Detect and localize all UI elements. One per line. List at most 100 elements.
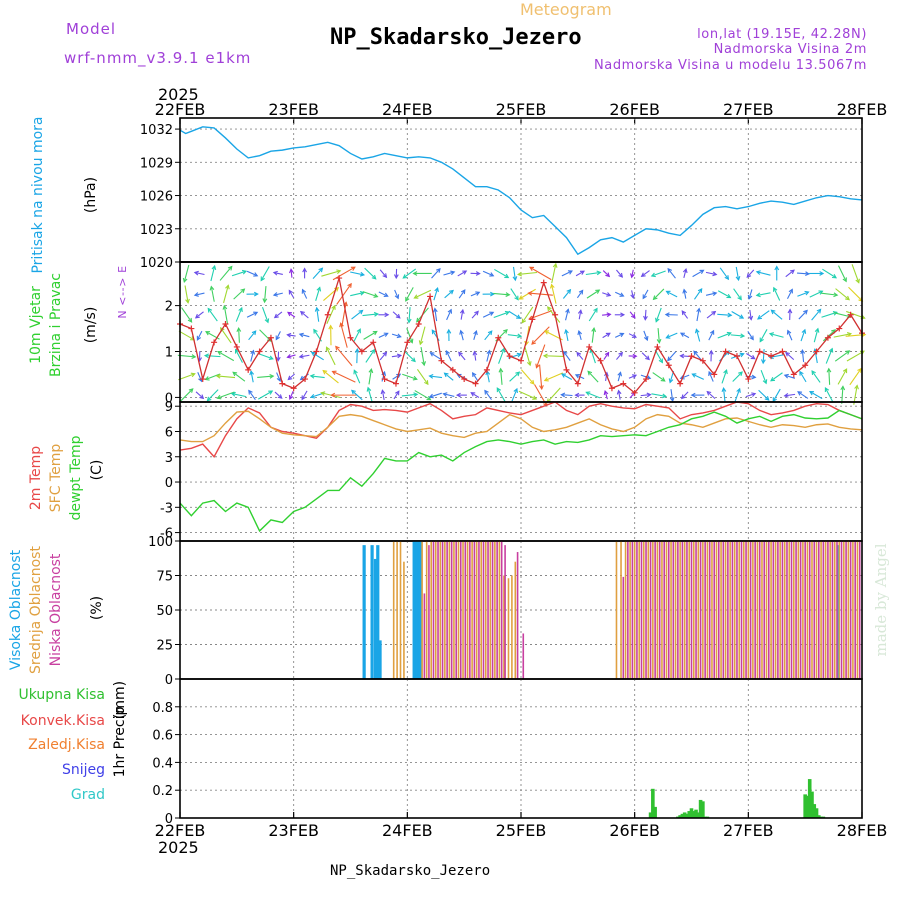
cloud-bar-2 xyxy=(444,541,446,679)
wind-arrow-head xyxy=(818,290,824,295)
wind-arrow-head xyxy=(336,269,342,274)
wind-arrow-head xyxy=(458,351,463,357)
wind-speed-point xyxy=(688,353,695,360)
wind-arrow-shaft xyxy=(747,331,754,340)
wind-arrow-head xyxy=(800,349,806,355)
wind-arrow-head xyxy=(450,270,456,276)
precip-bar xyxy=(685,813,689,818)
wind-arrow-shaft xyxy=(797,272,809,275)
cloud-bar-2 xyxy=(715,541,718,679)
wind-arrow-head xyxy=(383,292,389,298)
wind-arrow-head xyxy=(855,278,860,284)
cloud-bar-2 xyxy=(815,541,818,679)
cloud-bar-3 xyxy=(790,541,793,679)
wind-arrow xyxy=(401,392,419,398)
cloud-bar-2 xyxy=(629,541,631,679)
wind-speed-point xyxy=(574,380,581,387)
wind-arrow-head xyxy=(299,310,305,316)
model-elevation-label: Nadmorska Visina u modelu 13.5067m xyxy=(594,58,867,73)
wind-arrow-head xyxy=(455,392,461,398)
wind-arrow-head xyxy=(560,392,566,398)
cloud-bar-3 xyxy=(636,541,638,679)
wind-arrow-head xyxy=(199,394,205,400)
wind-arrow xyxy=(257,352,274,360)
wind-arrow-shaft xyxy=(666,332,678,339)
wind-arrow-shaft xyxy=(290,269,293,278)
wind-arrow-shaft xyxy=(287,354,296,358)
wind-arrow-head xyxy=(196,335,202,341)
wind-arrow xyxy=(498,367,504,385)
wind-arrow xyxy=(350,290,365,297)
wind-arrow-shaft xyxy=(273,292,283,296)
wind-arrow-shaft xyxy=(576,290,584,299)
y-tick-label: 100 xyxy=(148,535,173,550)
wind-arrow-shaft xyxy=(801,350,805,363)
cloud-bar-3 xyxy=(717,541,720,679)
cloud-high-label: Visoka Oblacnost xyxy=(8,549,24,670)
wind-arrow-head xyxy=(475,291,481,296)
wind-arrow-head xyxy=(750,354,756,360)
wind-arrow-shaft xyxy=(629,311,636,319)
wind-arrow xyxy=(746,353,756,360)
wind-arrow-head xyxy=(209,285,215,291)
wind-arrow xyxy=(785,351,795,361)
wind-arrow xyxy=(760,349,766,365)
wind-arrow-shaft xyxy=(207,308,218,322)
temp-series-line-3 xyxy=(179,409,863,533)
wind-arrow-head xyxy=(819,271,825,276)
cloud-bar-3 xyxy=(854,541,856,679)
wind-arrow-head xyxy=(383,332,389,337)
wind-arrow-shaft xyxy=(178,373,195,381)
cloud-bar-3 xyxy=(432,541,435,679)
wind-arrow-head xyxy=(828,347,834,353)
wind-arrow xyxy=(696,307,701,322)
wind-arrow-head xyxy=(679,332,685,337)
wind-arrow-head xyxy=(253,311,259,316)
wind-arrow-head xyxy=(301,288,307,294)
wind-arrow-shaft xyxy=(680,332,690,339)
wind-speed-point xyxy=(813,348,820,355)
wind-arrow-head xyxy=(630,313,636,319)
wind-arrow-shaft xyxy=(851,264,860,283)
wind-arrow-shaft xyxy=(586,289,600,299)
wind-arrow-head xyxy=(462,270,468,275)
wind-arrow-head xyxy=(797,391,803,396)
wind-speed-point xyxy=(529,316,536,323)
y-tick-label: 9 xyxy=(165,400,173,415)
wind-arrow xyxy=(236,326,242,343)
cloud-bar-3 xyxy=(777,541,779,679)
wind-arrow xyxy=(576,289,584,299)
wind-arrow-shaft xyxy=(535,344,546,368)
wind-arrow-head xyxy=(335,345,340,351)
wind-arrow-head xyxy=(606,312,612,318)
wind-arrow-shaft xyxy=(341,302,347,328)
wind-arrow xyxy=(821,292,839,298)
wind-arrow-shaft xyxy=(551,263,557,284)
wind-arrow-head xyxy=(751,392,757,397)
y-tick-label: 3 xyxy=(165,451,173,466)
wind-arrow-shaft xyxy=(406,328,413,343)
wind-arrow-head xyxy=(842,277,847,283)
wind-arrow-head xyxy=(268,390,274,395)
cloud-low-label: Niska Oblacnost xyxy=(48,553,64,666)
wind-arrow xyxy=(813,327,820,343)
wind-arrow xyxy=(682,267,688,279)
wind-arrow xyxy=(368,368,374,385)
wind-arrow xyxy=(209,285,215,302)
wind-arrow-shaft xyxy=(378,291,388,297)
wind-arrow xyxy=(353,328,361,342)
wind-arrow-shaft xyxy=(445,350,452,362)
temp-unit: (C) xyxy=(89,460,105,481)
wind-arrow xyxy=(446,328,452,342)
wind-arrow-shaft xyxy=(666,290,678,298)
wind-arrow xyxy=(222,304,229,324)
wind-arrow xyxy=(321,269,342,277)
wind-arrow xyxy=(378,291,389,298)
wind-arrow-shaft xyxy=(771,309,783,320)
wind-arrow-shaft xyxy=(652,372,666,382)
cloud-bar-1 xyxy=(836,545,840,679)
wind-arrow-shaft xyxy=(207,389,219,402)
wind-arrow-shaft xyxy=(749,309,752,320)
cloud-bar-2 xyxy=(833,541,836,679)
wind-arrow-shaft xyxy=(405,287,414,302)
